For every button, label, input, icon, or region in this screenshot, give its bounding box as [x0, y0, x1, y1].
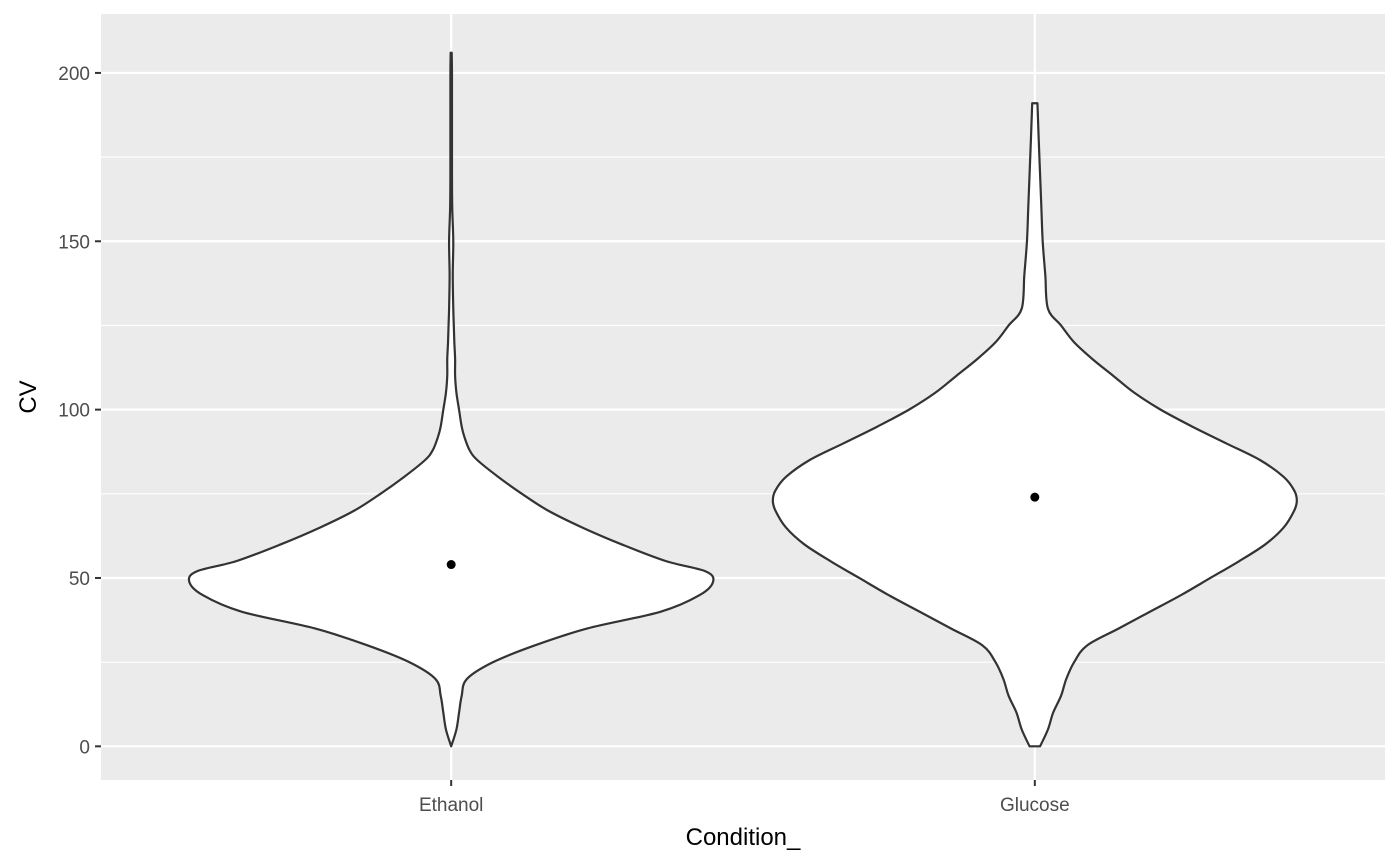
violin-layer — [187, 51, 1298, 748]
y-tick-label: 50 — [69, 569, 90, 590]
x-axis-ticks: Ethanol Glucose — [419, 780, 1070, 816]
x-axis-title: Condition_ — [686, 824, 801, 851]
y-axis-title: CV — [15, 380, 42, 413]
y-tick-label: 100 — [58, 401, 90, 422]
violin-ethanol — [187, 51, 715, 748]
point-layer — [446, 492, 1040, 570]
point-ethanol — [446, 560, 456, 570]
x-tick-label: Glucose — [1000, 795, 1070, 816]
y-tick-label: 150 — [58, 232, 90, 253]
point-glucose — [1030, 492, 1040, 502]
violin-glucose — [771, 102, 1298, 748]
x-tick-label: Ethanol — [419, 795, 483, 816]
y-tick-label: 200 — [58, 64, 90, 85]
y-axis-ticks: 0 50 100 150 200 — [58, 64, 101, 758]
y-tick-label: 0 — [79, 737, 90, 758]
panel-background — [101, 14, 1385, 780]
